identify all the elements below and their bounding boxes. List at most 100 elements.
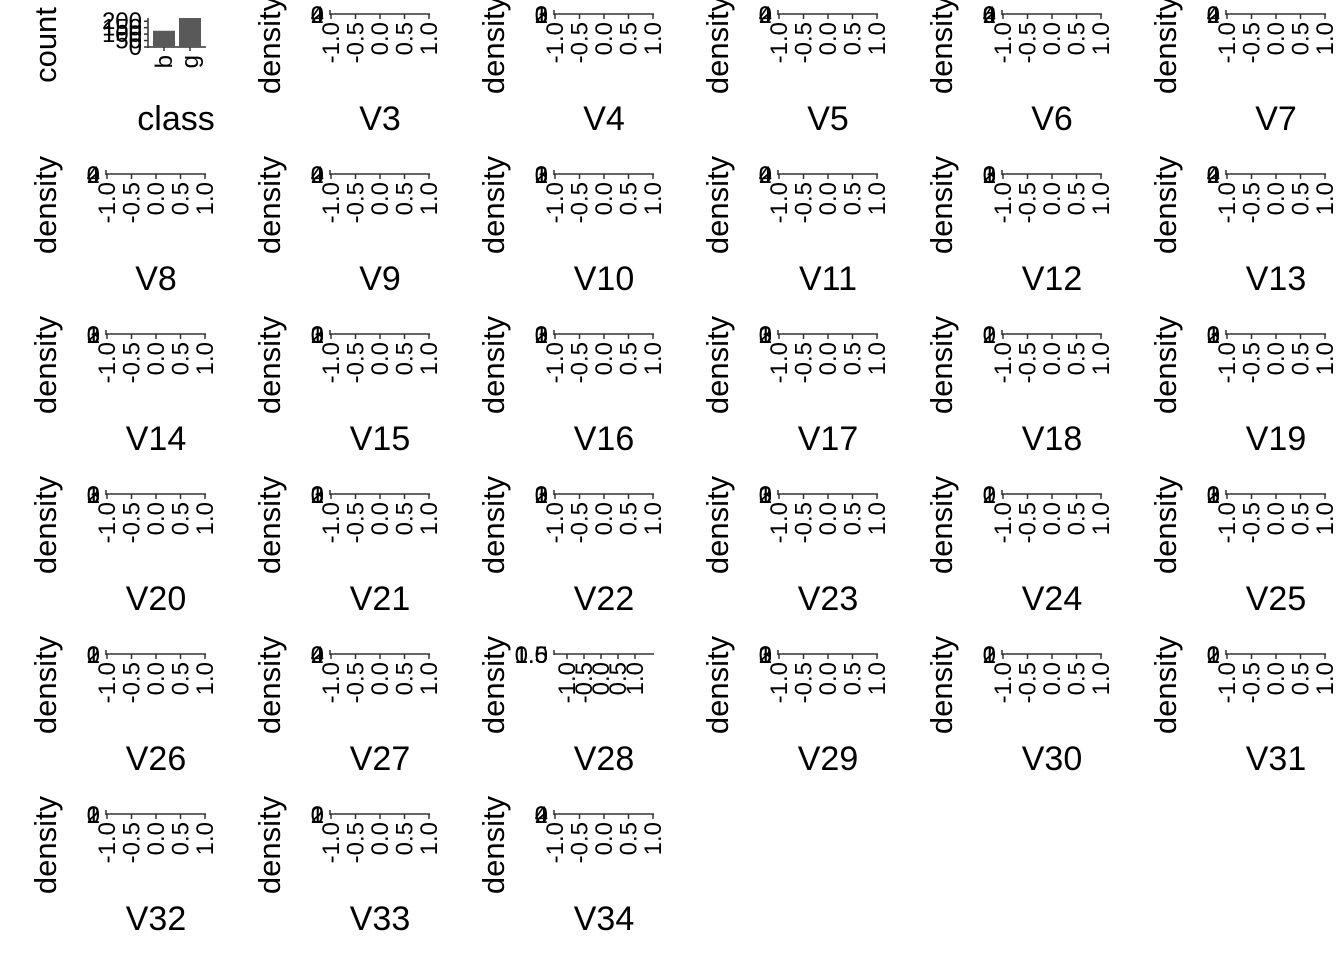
y-tick-label: 4	[87, 162, 100, 189]
y-axis-title: density	[476, 155, 511, 254]
y-tick-label: 1	[87, 802, 100, 829]
x-tick-label: 0.0	[591, 342, 618, 375]
y-axis-title: count	[28, 7, 63, 83]
x-tick-label: 0.0	[815, 342, 842, 375]
y-tick-label: 2	[983, 162, 996, 189]
x-tick-label: 1.0	[192, 662, 219, 695]
x-tick-label: 1.0	[1088, 342, 1115, 375]
x-tick-label: -1.0	[318, 342, 345, 383]
y-tick-label: 0	[983, 162, 996, 189]
y-tick-label: 1	[87, 482, 100, 509]
x-tick-label: 0.5	[392, 22, 419, 55]
x-tick-label: 0.0	[1263, 342, 1290, 375]
y-tick-label: 0	[759, 2, 772, 29]
panel-V30: density V30 012-1.0-0.50.00.51.0	[924, 635, 1115, 778]
x-axis-title: V31	[1246, 740, 1307, 778]
y-tick-label: 1	[535, 322, 548, 349]
x-tick-label: -1.0	[990, 22, 1017, 63]
x-tick-label: 0.0	[591, 822, 618, 855]
y-tick-label: 0	[759, 642, 772, 669]
x-tick-label: -1.0	[94, 822, 121, 863]
y-tick-label: 3	[311, 482, 324, 509]
y-tick-label: 1	[1207, 482, 1220, 509]
y-tick-label: 1	[983, 482, 996, 509]
x-tick-label: -0.5	[343, 182, 370, 223]
x-tick-label: -1.0	[542, 182, 569, 223]
x-tick-label: -1.0	[990, 342, 1017, 383]
y-tick-label: 0	[983, 322, 996, 349]
x-tick-label: 1.0	[1088, 182, 1115, 215]
x-tick-label: 0.0	[1263, 22, 1290, 55]
x-tick-label: -0.5	[1015, 342, 1042, 383]
x-tick-label: 1.0	[192, 182, 219, 215]
y-tick-label: 2	[983, 642, 996, 669]
y-axis-title: density	[28, 795, 63, 894]
x-tick-label: 0.5	[616, 502, 643, 535]
panel-V24: density V24 012-1.0-0.50.00.51.0	[924, 475, 1115, 618]
y-tick-label: 0	[311, 642, 324, 669]
y-tick-label: 100	[102, 21, 142, 48]
x-tick-label: 0.5	[1288, 342, 1315, 375]
x-tick-label: 0.5	[1288, 182, 1315, 215]
x-tick-label: -0.5	[343, 502, 370, 543]
y-tick-label: 1	[759, 322, 772, 349]
x-tick-label: -0.5	[791, 662, 818, 703]
x-tick-label: 0.0	[815, 22, 842, 55]
x-tick-label: -1.0	[94, 502, 121, 543]
x-tick-label: 0.0	[367, 342, 394, 375]
x-tick-label: 0.5	[1064, 342, 1091, 375]
x-tick-label: 0.5	[1288, 22, 1315, 55]
y-tick-label: 3	[1207, 482, 1220, 509]
x-axis-title: V25	[1246, 580, 1307, 618]
x-tick-label: 0.5	[840, 182, 867, 215]
bar-g	[179, 18, 201, 47]
y-axis-title: density	[924, 0, 959, 94]
panel-V18: density V18 012-1.0-0.50.00.51.0	[924, 315, 1115, 458]
x-tick-label: -1.0	[766, 662, 793, 703]
y-tick-label: 2	[759, 322, 772, 349]
x-tick-label: -0.5	[119, 342, 146, 383]
x-tick-label: 1.0	[1312, 342, 1339, 375]
y-tick-label: 0	[1207, 642, 1220, 669]
y-tick-label: 0	[311, 2, 324, 29]
x-tick-label: 1.0	[864, 502, 891, 535]
x-tick-label: -1.0	[766, 342, 793, 383]
x-tick-label: 0.0	[367, 22, 394, 55]
x-axis-title: V24	[1022, 580, 1083, 618]
y-tick-label: 0	[983, 642, 996, 669]
y-tick-label: 3	[87, 322, 100, 349]
x-axis-title: V14	[126, 420, 187, 458]
x-tick-label: -0.5	[343, 822, 370, 863]
y-axis-title: density	[252, 0, 287, 94]
x-axis-title: V33	[350, 900, 411, 938]
y-axis-title: density	[476, 635, 511, 734]
y-tick-label: 1	[1207, 322, 1220, 349]
panel-V34: density V34 024-1.0-0.50.00.51.0	[476, 795, 667, 938]
x-axis-title: V27	[350, 740, 411, 778]
y-axis-title: density	[476, 475, 511, 574]
y-tick-label: 2	[87, 482, 100, 509]
y-tick-label: 1.0	[515, 642, 548, 669]
x-tick-label: 1.0	[416, 662, 443, 695]
y-tick-label: 2	[87, 322, 100, 349]
x-axis-title: V8	[135, 260, 177, 298]
x-tick-label: 0.0	[815, 662, 842, 695]
y-tick-label: 2	[311, 802, 324, 829]
y-tick-label: 1	[87, 322, 100, 349]
x-tick-label: 0.5	[392, 502, 419, 535]
x-tick-label: -1.0	[1214, 22, 1241, 63]
x-tick-label: 0.5	[168, 182, 195, 215]
x-tick-label: -1.0	[94, 182, 121, 223]
y-tick-label: 2	[1207, 482, 1220, 509]
y-tick-label: 4	[759, 2, 772, 29]
x-tick-label: 0.0	[588, 662, 615, 695]
x-tick-label: -1.0	[766, 182, 793, 223]
x-axis-title: V11	[799, 260, 857, 298]
x-tick-label: -0.5	[1015, 22, 1042, 63]
y-tick-label: 0	[535, 2, 548, 29]
x-tick-label: 0.0	[815, 182, 842, 215]
y-tick-label: 2	[983, 322, 996, 349]
y-tick-label: 50	[115, 28, 142, 55]
